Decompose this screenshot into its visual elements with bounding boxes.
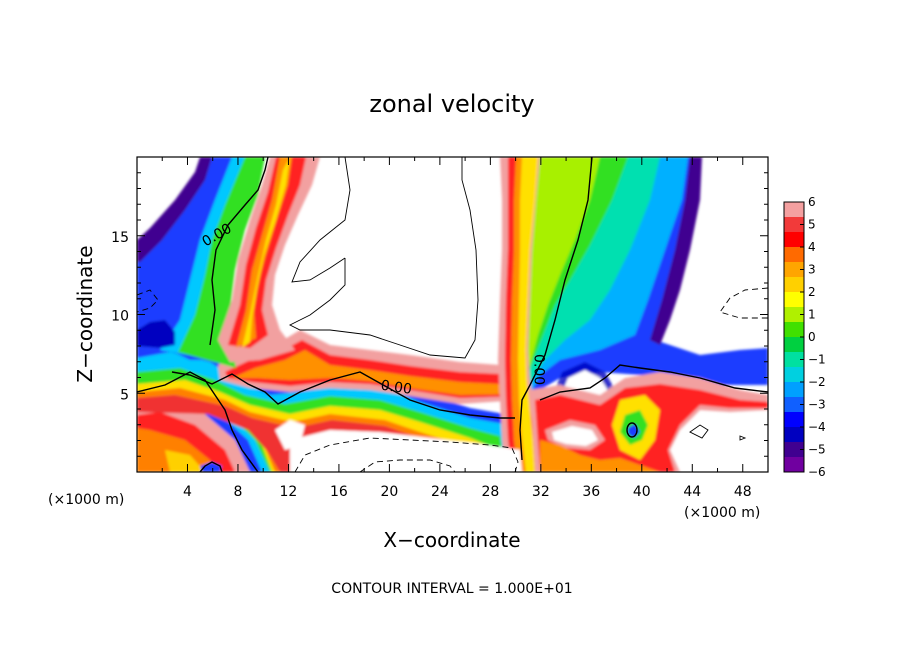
colorbar-swatch [784,232,804,248]
y-axis: 5 10 15 [111,172,768,457]
negative-contours [137,287,768,472]
colorbar-tick-label: 5 [808,218,816,232]
colorbar-tick-label: −1 [808,353,826,367]
colorbar-swatch [784,382,804,398]
x-tick-label: 24 [431,484,449,500]
colorbar-swatch [784,367,804,383]
contour-interval-note: CONTOUR INTERVAL = 1.000E+01 [331,581,572,597]
x-tick-label: 28 [481,484,499,500]
colorbar-swatch [784,277,804,293]
contour-label: 0.00 [380,378,413,398]
colorbar-tick-label: 2 [808,285,816,299]
colorbar-swatch [784,337,804,353]
colorbar-tick-label: 3 [808,263,816,277]
colorbar-swatch [784,442,804,458]
colorbar-swatch [784,457,804,473]
colorbar-tick-label: 6 [808,195,816,209]
colorbar-tick-label: −2 [808,375,826,389]
chart-title: zonal velocity [369,90,534,118]
colorbar-tick-label: 4 [808,240,816,254]
colorbar-swatch [784,247,804,263]
positive-contours [288,157,747,441]
x-unit-right: (×1000 m) [684,505,760,521]
velocity-field [137,157,768,472]
colorbar-swatch [784,217,804,233]
colorbar-swatch [784,307,804,323]
colorbar-swatch [784,397,804,413]
colorbar-tick-label: 0 [808,330,816,344]
x-unit-left: (×1000 m) [48,492,124,508]
y-tick-label: 5 [120,387,129,403]
contour-label: 0.00 [531,354,547,385]
x-tick-label: 48 [734,484,752,500]
colorbar-tick-label: 1 [808,308,816,322]
colorbar-swatch [784,202,804,218]
x-tick-label: 44 [683,484,701,500]
x-axis-label: X−coordinate [383,528,520,552]
colorbar-tick-label: −6 [808,465,826,479]
x-tick-label: 20 [380,484,398,500]
y-tick-label: 15 [111,230,129,246]
x-tick-label: 32 [532,484,550,500]
colorbar-tick-label: −4 [808,420,826,434]
x-tick-label: 12 [280,484,298,500]
colorbar-swatch [784,292,804,308]
colorbar: 6 5 4 3 2 1 0 −1 −2 −3 −4 −5 −6 [783,195,826,479]
colorbar-swatch [784,322,804,338]
colorbar-tick-label: −5 [808,443,826,457]
colorbar-swatch [784,412,804,428]
y-tick-label: 10 [111,309,129,325]
colorbar-swatch [784,262,804,278]
colorbar-tick-label: −3 [808,398,826,412]
x-tick-label: 36 [582,484,600,500]
x-tick-label: 16 [330,484,348,500]
y-axis-label: Z−coordinate [73,245,97,382]
x-tick-label: 4 [183,484,192,500]
x-axis: 4 8 12 16 20 24 28 32 36 40 44 48 [161,157,752,500]
x-tick-label: 40 [633,484,651,500]
x-tick-label: 8 [233,484,242,500]
zero-contours [137,157,768,472]
colorbar-swatch [784,352,804,368]
colorbar-swatch [784,427,804,443]
